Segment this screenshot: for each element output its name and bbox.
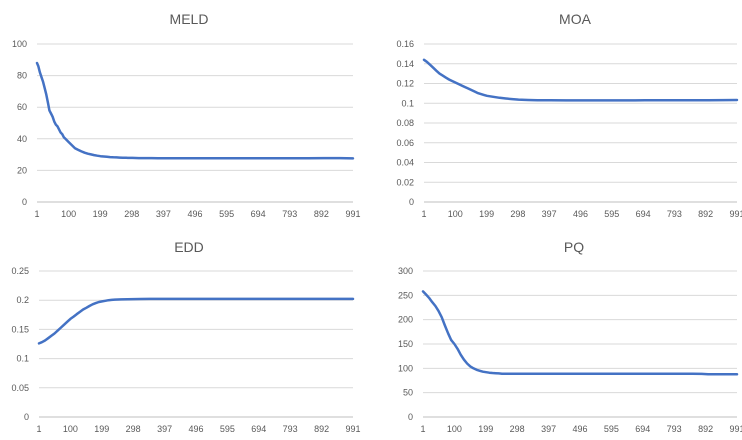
y-tick-label: 0.25 [11, 266, 29, 276]
x-tick-label: 298 [510, 209, 525, 219]
y-tick-label: 300 [398, 266, 413, 276]
y-tick-label: 100 [12, 39, 27, 49]
y-tick-label: 0.16 [396, 39, 414, 49]
x-tick-label: 199 [478, 424, 493, 434]
chart-edd: EDD 0 0.05 0.1 0.15 0.2 0.25 1 100 199 298 397 496 59… [11, 239, 360, 434]
x-tick-label: 694 [251, 424, 266, 434]
x-tick-label: 298 [124, 209, 139, 219]
y-tick-label: 0.15 [11, 324, 29, 334]
chart-moa: MOA 0 0.02 0.04 0.06 0.08 0.1 0.12 0.14 0.16 1 100 1… [396, 11, 742, 219]
y-tick-label: 0 [409, 197, 414, 207]
y-tick-label: 100 [398, 363, 413, 373]
y-tick-label: 0 [22, 197, 27, 207]
x-tick-label: 595 [604, 424, 619, 434]
x-tick-label: 793 [283, 424, 298, 434]
x-tick-label: 100 [61, 209, 76, 219]
series-line [422, 58, 739, 102]
x-tick-label: 397 [541, 424, 556, 434]
y-tick-label: 80 [17, 71, 27, 81]
x-tick-label: 1 [420, 424, 425, 434]
x-tick-label: 199 [94, 424, 109, 434]
x-tick-label: 298 [510, 424, 525, 434]
x-tick-label: 100 [448, 209, 463, 219]
x-tick-label: 991 [345, 209, 360, 219]
y-tick-label: 20 [17, 165, 27, 175]
x-tick-label: 892 [698, 424, 713, 434]
x-tick-label: 892 [314, 209, 329, 219]
x-tick-label: 595 [219, 209, 234, 219]
y-tick-label: 0.1 [401, 98, 414, 108]
x-tick-label: 793 [667, 209, 682, 219]
x-tick-label: 496 [573, 209, 588, 219]
x-tick-label: 496 [187, 209, 202, 219]
chart-meld: MELD 0 20 40 60 80 100 1 100 199 298 397 496 595 694 79… [12, 11, 361, 219]
y-tick-label: 0.08 [396, 118, 414, 128]
y-tick-label: 250 [398, 290, 413, 300]
x-tick-label: 199 [93, 209, 108, 219]
x-tick-label: 397 [156, 209, 171, 219]
series-line [421, 290, 739, 376]
x-tick-label: 694 [635, 424, 650, 434]
x-tick-label: 397 [542, 209, 557, 219]
y-tick-label: 0.2 [16, 295, 29, 305]
chart-title: MOA [559, 11, 592, 27]
y-tick-label: 0.14 [396, 59, 414, 69]
y-tick-label: 0.02 [396, 177, 414, 187]
x-tick-label: 100 [63, 424, 78, 434]
y-tick-label: 0.05 [11, 383, 29, 393]
x-tick-label: 991 [729, 424, 742, 434]
y-tick-label: 0.04 [396, 158, 414, 168]
x-tick-label: 1 [36, 424, 41, 434]
x-tick-label: 298 [126, 424, 141, 434]
y-tick-label: 0.12 [396, 79, 414, 89]
chart-pq: PQ 0 50 100 150 200 250 300 1 100 199 298 397 496 595 6… [398, 239, 742, 434]
y-tick-label: 0 [24, 412, 29, 422]
series-line [37, 297, 355, 345]
x-tick-label: 793 [667, 424, 682, 434]
y-tick-label: 50 [403, 388, 413, 398]
x-tick-label: 496 [572, 424, 587, 434]
x-tick-label: 595 [220, 424, 235, 434]
chart-title: MELD [170, 11, 209, 27]
x-tick-label: 199 [479, 209, 494, 219]
x-tick-label: 397 [157, 424, 172, 434]
x-tick-label: 793 [282, 209, 297, 219]
x-tick-label: 892 [314, 424, 329, 434]
y-tick-label: 150 [398, 339, 413, 349]
x-tick-label: 100 [447, 424, 462, 434]
x-tick-label: 694 [636, 209, 651, 219]
y-tick-label: 0 [408, 412, 413, 422]
x-tick-label: 1 [421, 209, 426, 219]
x-tick-label: 595 [604, 209, 619, 219]
series-line [35, 61, 355, 160]
x-tick-label: 892 [698, 209, 713, 219]
x-tick-label: 991 [345, 424, 360, 434]
y-tick-label: 40 [17, 134, 27, 144]
x-tick-label: 694 [251, 209, 266, 219]
x-tick-label: 991 [729, 209, 742, 219]
y-tick-label: 200 [398, 315, 413, 325]
y-tick-label: 0.06 [396, 138, 414, 148]
y-tick-label: 0.1 [16, 354, 29, 364]
x-tick-label: 1 [34, 209, 39, 219]
chart-title: PQ [564, 239, 584, 255]
y-tick-label: 60 [17, 102, 27, 112]
chart-title: EDD [174, 239, 204, 255]
x-tick-label: 496 [188, 424, 203, 434]
